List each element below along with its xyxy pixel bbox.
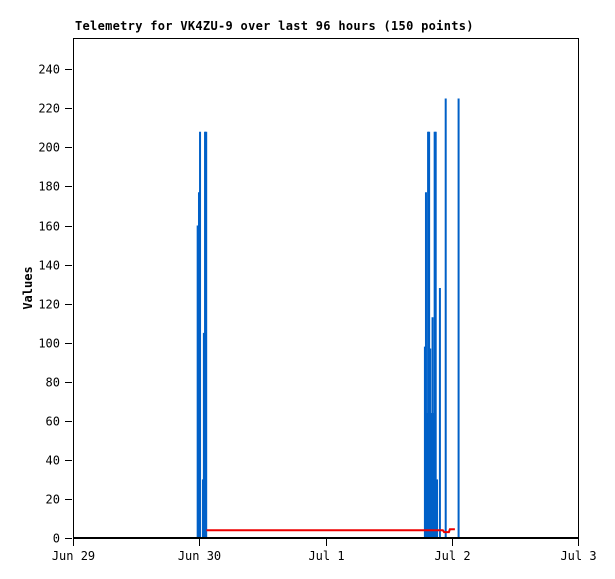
chart-title: Telemetry for VK4ZU-9 over last 96 hours… — [75, 19, 474, 33]
x-tick-label: Jun 30 — [178, 549, 221, 563]
x-tick-label: Jul 3 — [560, 549, 596, 563]
y-tick-label: 60 — [46, 415, 60, 429]
y-tick-label: 140 — [38, 259, 60, 273]
series-telemetry-red — [206, 528, 455, 534]
y-tick-label: 0 — [53, 532, 60, 546]
plot-frame — [73, 38, 579, 539]
y-tick-label: 240 — [38, 63, 60, 77]
y-tick-label: 180 — [38, 180, 60, 194]
y-tick-label: 220 — [38, 102, 60, 116]
x-tick-label: Jul 2 — [434, 549, 470, 563]
x-tick-label: Jul 1 — [308, 549, 344, 563]
x-tick-label: Jun 29 — [52, 549, 95, 563]
y-tick-label: 100 — [38, 337, 60, 351]
y-tick-label: 20 — [46, 493, 60, 507]
y-tick-label: 40 — [46, 454, 60, 468]
y-tick-label: 200 — [38, 141, 60, 155]
y-tick-label: 120 — [38, 298, 60, 312]
y-tick-label: 160 — [38, 220, 60, 234]
y-tick-label: 80 — [46, 376, 60, 390]
